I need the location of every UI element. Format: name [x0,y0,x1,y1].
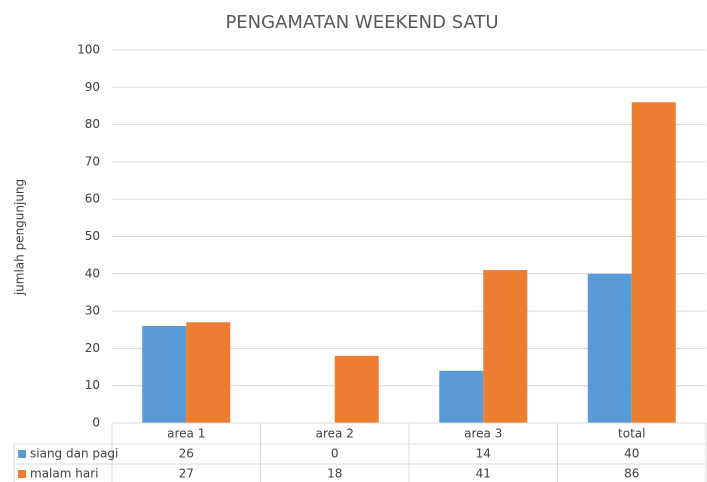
table-value: 0 [331,447,339,461]
y-tick-label: 90 [85,80,100,94]
x-tick-label: area 3 [464,427,502,441]
y-tick-label: 60 [85,192,100,206]
legend-label: malam hari [30,467,98,481]
chart-title: PENGAMATAN WEEKEND SATU [225,12,498,33]
bar [587,273,632,423]
table-value: 40 [624,447,639,461]
table-value: 41 [476,467,491,481]
bar [186,322,231,423]
y-tick-label: 10 [85,378,100,392]
legend-label: siang dan pagi [30,447,118,461]
y-tick-label: 30 [85,304,100,318]
bar [334,355,379,423]
y-tick-label: 0 [92,416,100,430]
table-value: 14 [476,447,491,461]
bar [142,326,187,423]
y-tick-label: 100 [77,43,100,57]
table-value: 86 [624,467,639,481]
y-tick-label: 20 [85,341,100,355]
bar [483,270,528,423]
y-tick-label: 80 [85,117,100,131]
bar [631,102,676,423]
y-tick-label: 70 [85,154,100,168]
legend-swatch [18,450,26,458]
table-value: 27 [179,467,194,481]
x-tick-label: area 1 [167,427,205,441]
y-tick-label: 50 [85,229,100,243]
table-value: 18 [327,467,342,481]
x-tick-label: total [618,427,645,441]
table-value: 26 [179,447,194,461]
x-tick-label: area 2 [316,427,354,441]
bar [439,370,484,423]
y-tick-label: 40 [85,266,100,280]
y-axis-title: jumlah pengunjung [13,179,27,296]
legend-swatch [18,470,26,478]
